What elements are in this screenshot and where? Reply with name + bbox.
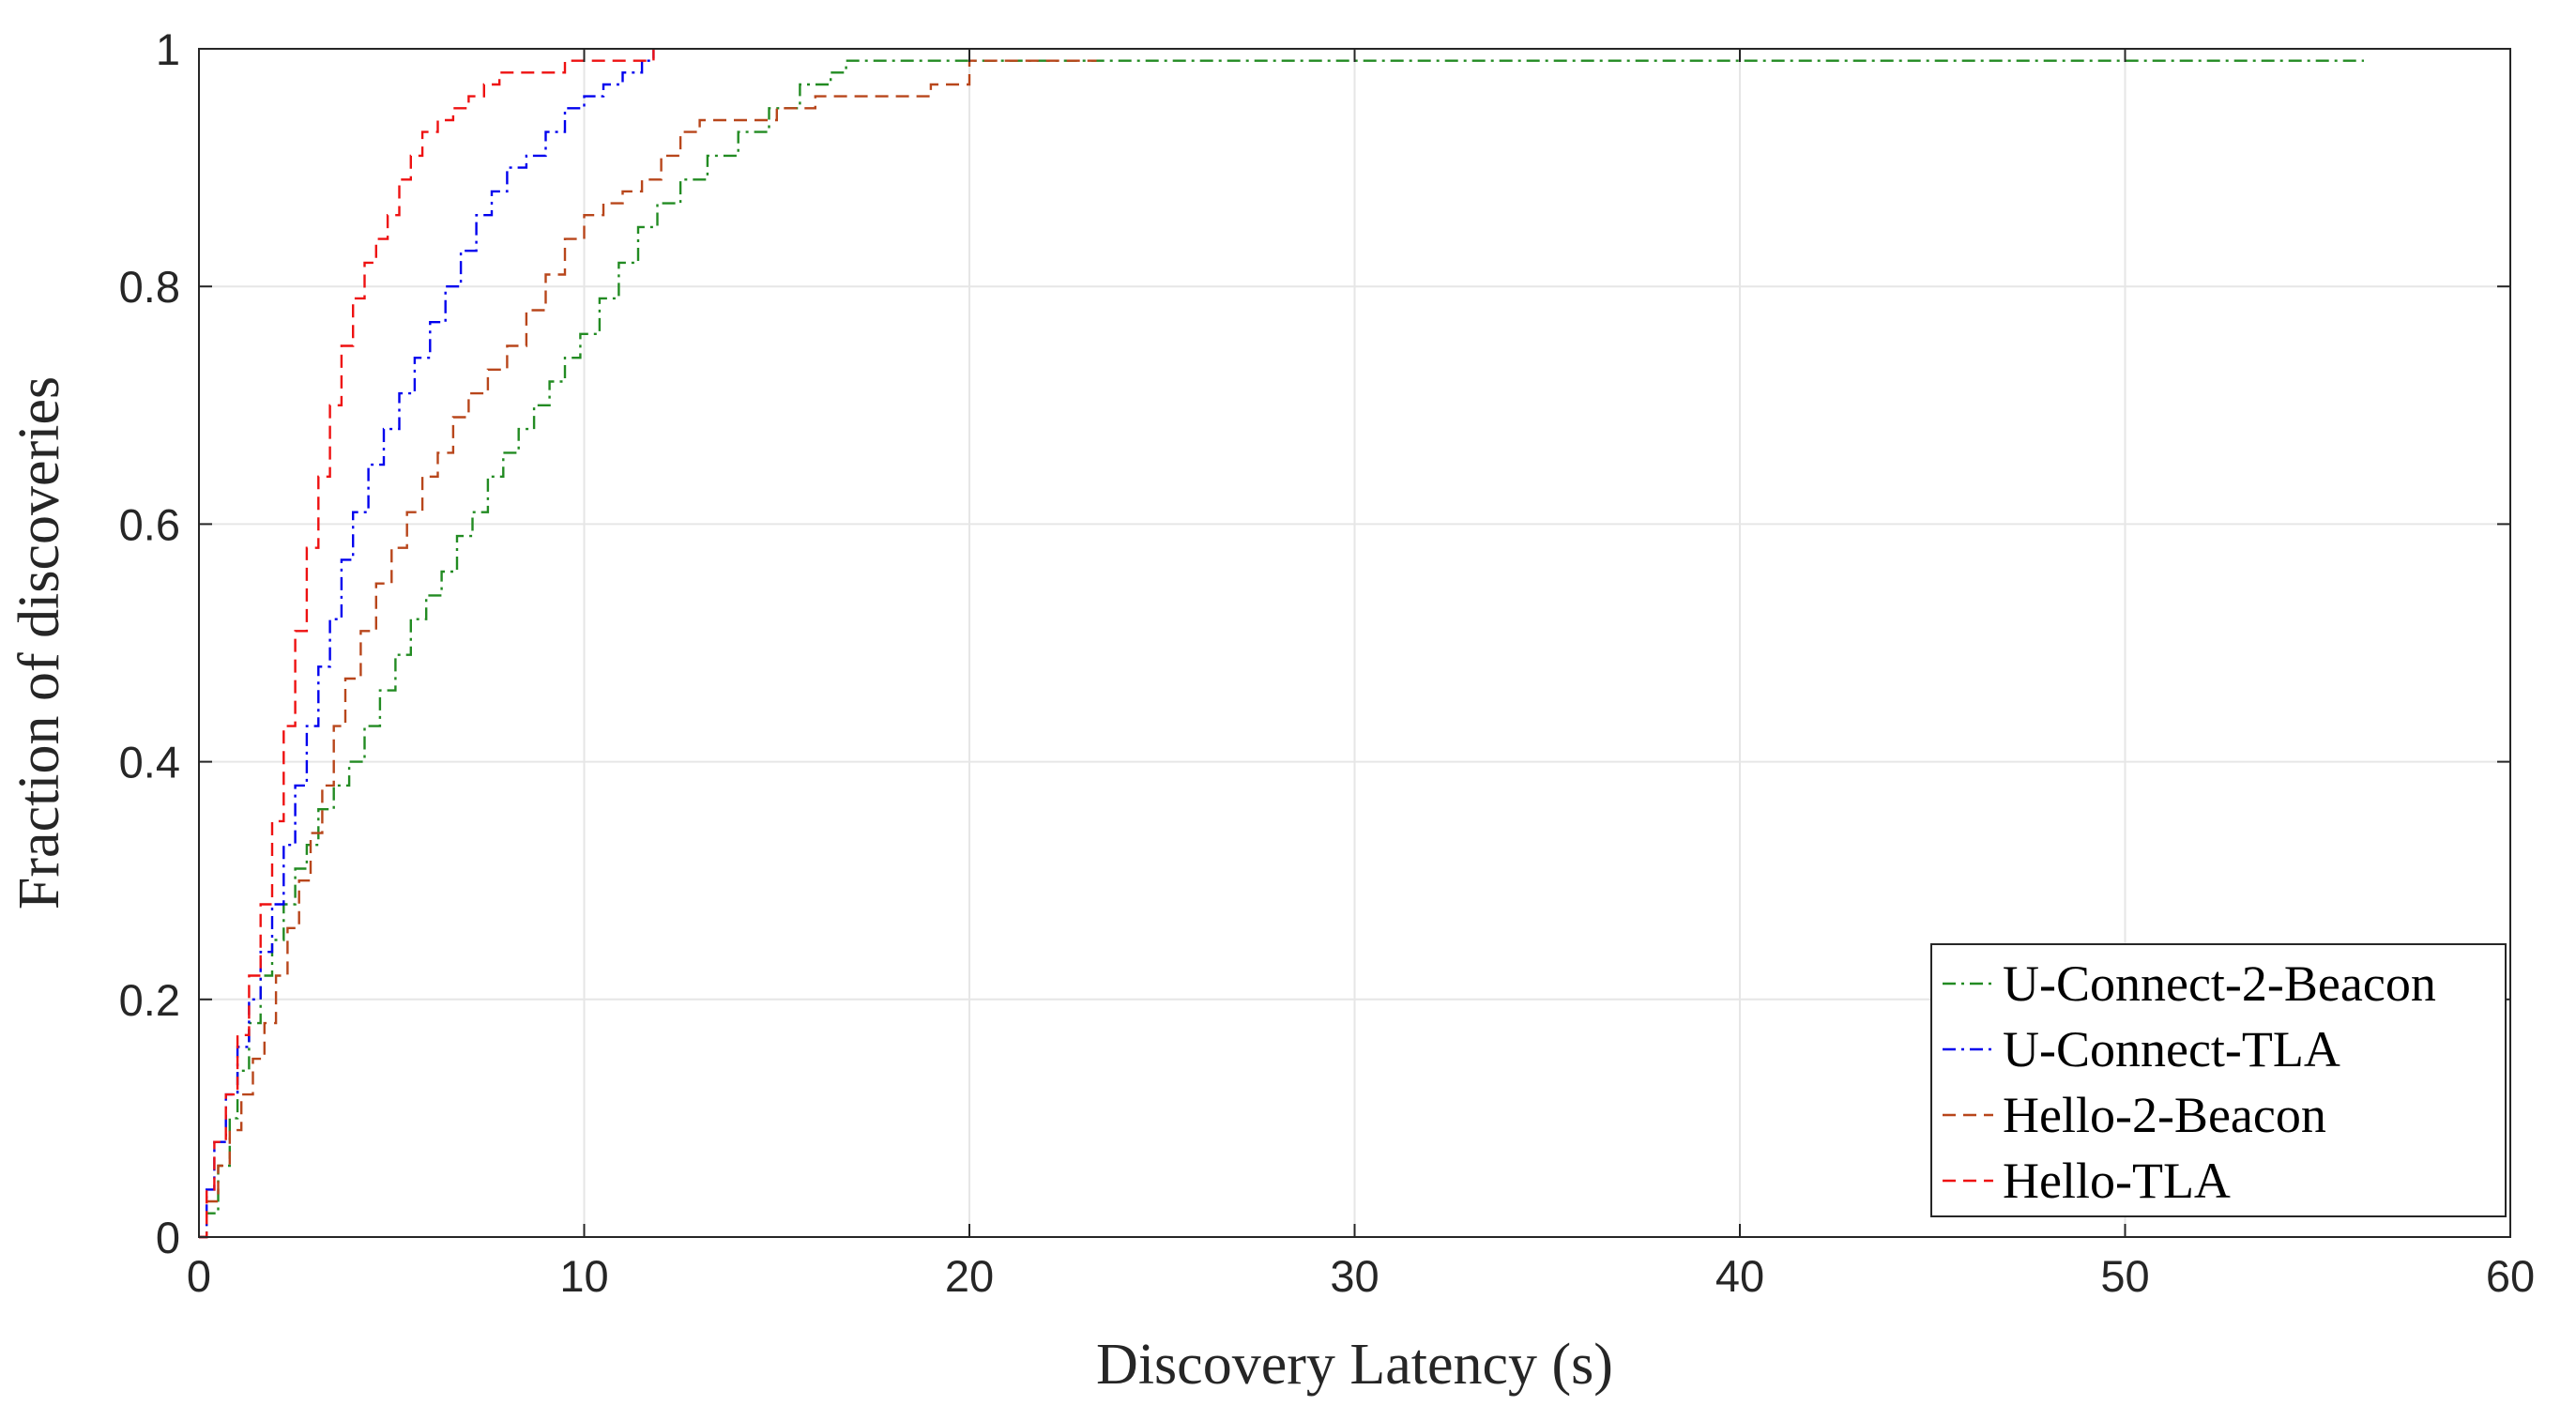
legend-label-1: U-Connect-TLA xyxy=(2003,1021,2340,1077)
y-tick-label: 0.6 xyxy=(119,499,180,549)
y-tick-label: 1 xyxy=(156,24,180,74)
series-line-1 xyxy=(199,49,655,1239)
tick-labels: 0 10 20 30 40 50 60 0 0.2 0.4 0.6 0.8 1 xyxy=(119,24,2535,1301)
legend-label-0: U-Connect-2-Beacon xyxy=(2003,955,2436,1012)
y-tick-label: 0 xyxy=(156,1213,180,1262)
series-line-0 xyxy=(199,59,2364,1239)
axes-layer xyxy=(198,48,2511,1238)
x-axis-label: Discovery Latency (s) xyxy=(1096,1333,1613,1397)
series-line-2 xyxy=(199,59,1097,1239)
y-tick-label: 0.8 xyxy=(119,262,180,312)
x-tick-label: 40 xyxy=(1715,1251,1764,1301)
y-tick-label: 0.4 xyxy=(119,738,180,787)
y-tick-label: 0.2 xyxy=(119,975,180,1025)
legend-box xyxy=(1930,943,2507,1217)
x-tick-label: 20 xyxy=(945,1251,994,1301)
series-layer xyxy=(199,49,2364,1239)
x-tick-label: 50 xyxy=(2100,1251,2149,1301)
x-tick-label: 60 xyxy=(2486,1251,2535,1301)
legend-label-2: Hello-2-Beacon xyxy=(2003,1087,2326,1143)
legend: U-Connect-2-Beacon U-Connect-TLA Hello-2-B… xyxy=(1930,943,2507,1217)
legend-label-3: Hello-TLA xyxy=(2003,1153,2231,1209)
y-axis-label: Fraction of discoveries xyxy=(8,376,71,909)
x-tick-label: 0 xyxy=(187,1251,211,1301)
x-tick-label: 10 xyxy=(559,1251,608,1301)
series-line-3 xyxy=(199,49,655,1239)
x-tick-label: 30 xyxy=(1330,1251,1379,1301)
